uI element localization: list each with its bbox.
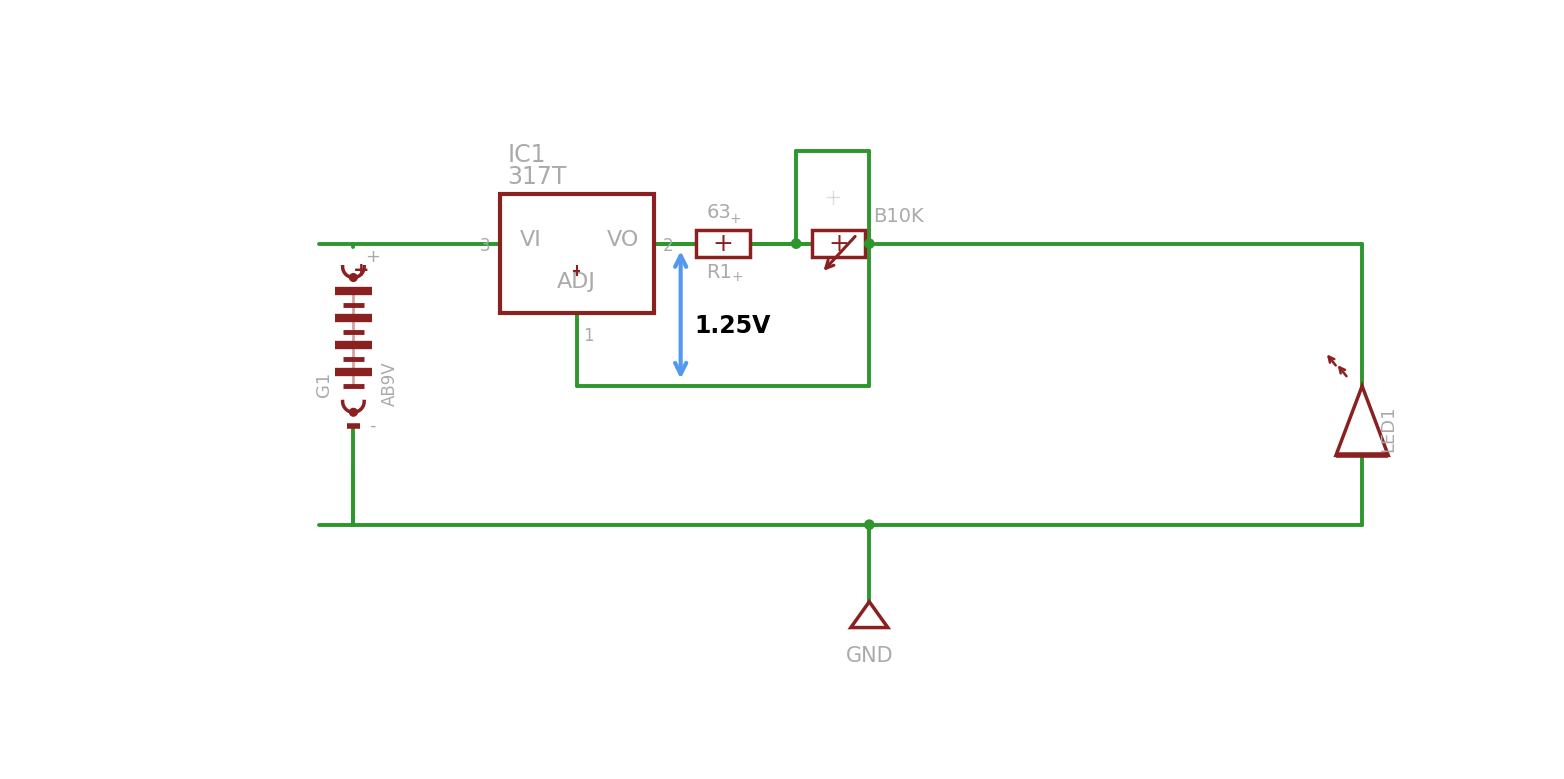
- Text: 63: 63: [707, 203, 732, 222]
- Bar: [696, 230, 751, 258]
- Circle shape: [350, 273, 357, 281]
- Text: AB9V: AB9V: [382, 361, 399, 407]
- Text: G1: G1: [316, 372, 333, 397]
- Bar: [812, 230, 865, 258]
- Text: 2: 2: [663, 237, 674, 255]
- Text: GND: GND: [846, 646, 893, 666]
- Text: R1: R1: [707, 263, 732, 283]
- Text: 1: 1: [583, 326, 593, 345]
- Text: +: +: [353, 261, 369, 280]
- Text: +: +: [729, 212, 741, 226]
- Text: LED1: LED1: [1379, 405, 1397, 452]
- Text: 3: 3: [480, 237, 491, 255]
- Text: IC1: IC1: [507, 143, 546, 167]
- Bar: [500, 193, 654, 313]
- Circle shape: [865, 239, 874, 249]
- Text: VO: VO: [607, 230, 640, 250]
- Polygon shape: [851, 601, 888, 628]
- Text: -: -: [369, 417, 375, 435]
- Text: B10K: B10K: [873, 207, 924, 226]
- Text: ADJ: ADJ: [557, 272, 596, 292]
- Polygon shape: [1336, 386, 1389, 456]
- Text: VI: VI: [519, 230, 541, 250]
- Text: +: +: [730, 270, 743, 284]
- Text: +: +: [713, 231, 734, 256]
- Text: +: +: [364, 249, 380, 266]
- Text: 1.25V: 1.25V: [694, 315, 771, 338]
- Text: 317T: 317T: [507, 164, 566, 189]
- Circle shape: [865, 520, 874, 529]
- Circle shape: [350, 408, 357, 416]
- Text: +: +: [827, 231, 849, 256]
- Circle shape: [791, 239, 801, 249]
